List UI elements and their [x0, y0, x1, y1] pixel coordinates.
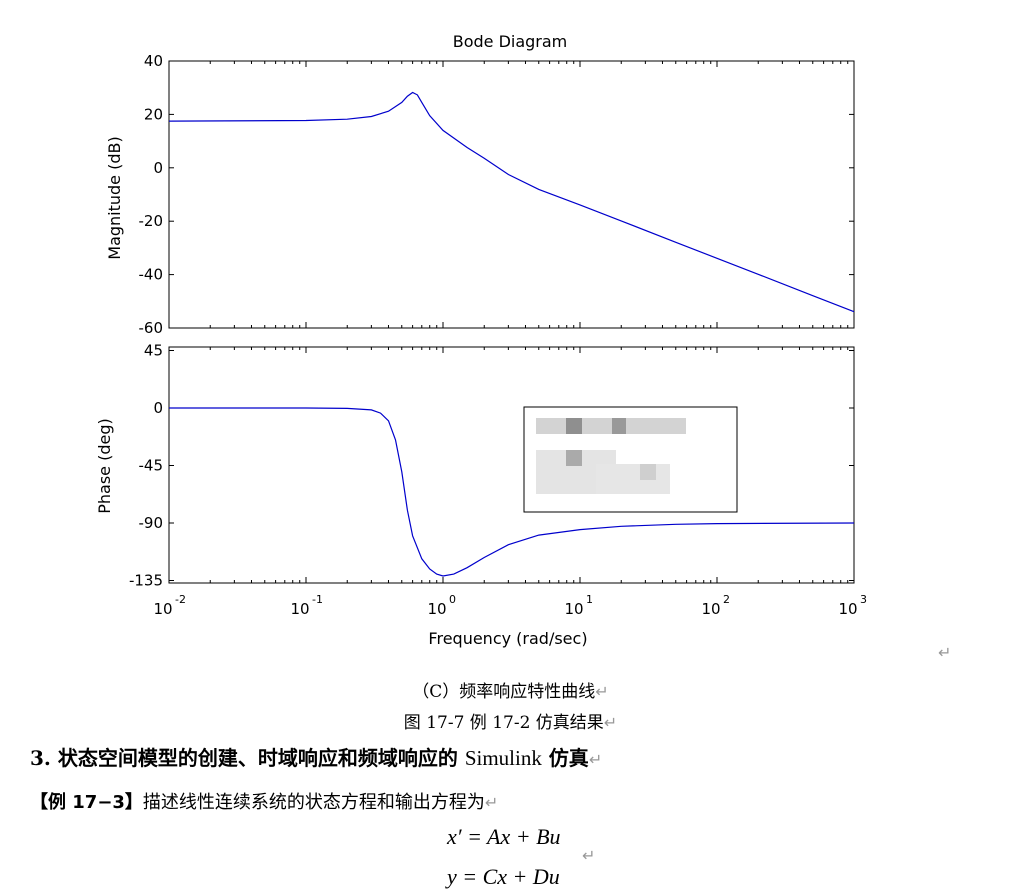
redacted-legend-box — [523, 406, 738, 513]
state-equation: x′ = Ax + Bu — [447, 824, 561, 850]
heading-latin: Simulink — [464, 746, 542, 770]
return-mark: ↵ — [588, 750, 603, 769]
magnitude-axis-label: Magnitude (dB) — [105, 136, 124, 259]
y-tick-label: 45 — [144, 342, 163, 360]
output-equation: y = Cx + Du — [447, 864, 560, 890]
plot-frame — [168, 60, 855, 329]
phase-curve — [169, 407, 855, 577]
x-tick-exponent: 2 — [723, 593, 730, 606]
example-text: 描述线性连续系统的状态方程和输出方程为 — [142, 792, 485, 813]
x-tick-label: 10 — [564, 600, 583, 618]
plot-frame — [168, 346, 855, 584]
x-axis-label: Frequency (rad/sec) — [428, 629, 587, 648]
x-tick-label: 10 — [290, 600, 309, 618]
x-tick-label: 10 — [427, 600, 446, 618]
y-tick-label: 40 — [144, 52, 163, 70]
phase-axis-label: Phase (deg) — [95, 418, 114, 514]
x-tick-exponent: 3 — [860, 593, 867, 606]
x-tick-label: 10 — [838, 600, 857, 618]
y-tick-label: -20 — [139, 212, 164, 230]
return-mark: ↵ — [484, 793, 499, 812]
subfigure-caption: （C）频率响应特性曲线↵ — [0, 677, 1021, 702]
y-tick-label: -40 — [139, 266, 164, 284]
y-tick-label: -90 — [139, 514, 164, 532]
section-heading: 3. 状态空间模型的创建、时域响应和频域响应的 Simulink 仿真↵ — [30, 742, 602, 771]
y-tick-label: -45 — [139, 457, 164, 475]
figure-caption: 图 17-7 例 17-2 仿真结果↵ — [0, 708, 1021, 733]
x-tick-label: 10 — [153, 600, 172, 618]
x-tick-exponent: 1 — [586, 593, 593, 606]
figure-caption-text: 图 17-7 例 17-2 仿真结果 — [403, 713, 604, 733]
subfigure-caption-text: （C）频率响应特性曲线 — [412, 682, 596, 702]
chart-title: Bode Diagram — [453, 32, 568, 51]
phase-panel: 45 0 -45 -90 -135 — [129, 342, 855, 590]
magnitude-panel: 40 20 0 -20 -40 -60 — [139, 52, 855, 337]
return-mark: ↵ — [603, 713, 618, 732]
y-tick-label: 20 — [144, 105, 163, 123]
y-tick-label: -60 — [139, 319, 164, 337]
x-tick-exponent: -2 — [175, 593, 186, 606]
y-tick-label: 0 — [153, 159, 163, 177]
output-equation-text: y = Cx + Du — [447, 864, 560, 889]
return-mark: ↵ — [938, 643, 952, 662]
heading-suffix: 仿真 — [541, 746, 589, 770]
x-tick-exponent: 0 — [449, 593, 456, 606]
x-tick-label: 10 — [701, 600, 720, 618]
example-label: 【例 17−3】 — [30, 792, 143, 813]
magnitude-curve — [168, 91, 855, 313]
return-mark: ↵ — [582, 846, 596, 865]
x-tick-exponent: -1 — [312, 593, 323, 606]
state-equation-text: x′ = Ax + Bu — [447, 824, 561, 849]
return-mark: ↵ — [595, 682, 609, 701]
y-tick-label: 0 — [153, 399, 163, 417]
heading-text: 3. 状态空间模型的创建、时域响应和频域响应的 — [30, 746, 465, 770]
y-tick-label: -135 — [129, 572, 163, 590]
example-paragraph: 【例 17−3】描述线性连续系统的状态方程和输出方程为↵ — [30, 788, 498, 814]
